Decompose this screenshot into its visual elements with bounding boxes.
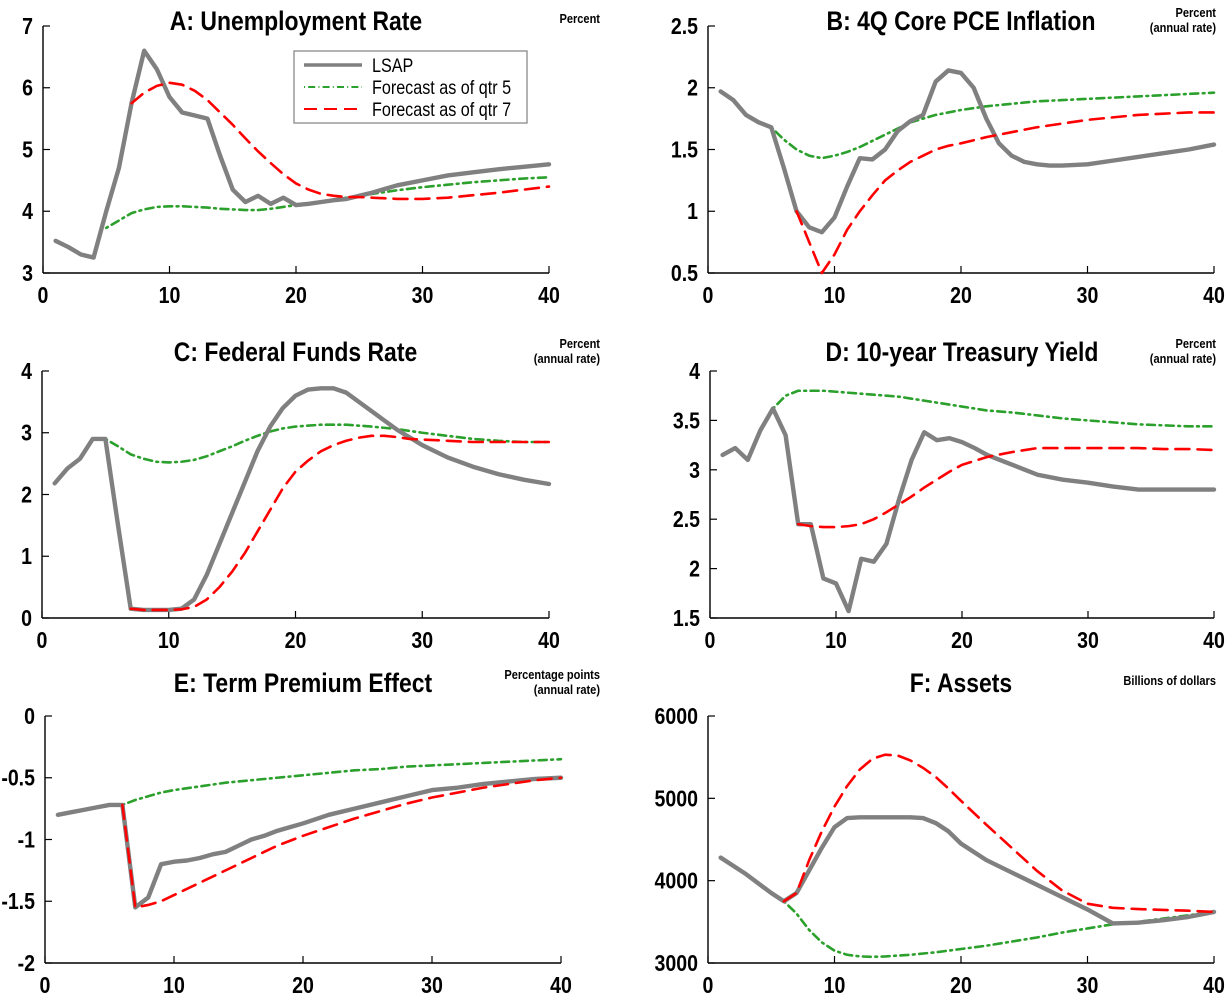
svg-text:-1.5: -1.5 [1, 889, 35, 915]
svg-text:4: 4 [21, 359, 32, 385]
svg-text:Forecast as of qtr 7: Forecast as of qtr 7 [372, 99, 511, 121]
svg-text:2: 2 [21, 482, 32, 508]
svg-text:5000: 5000 [655, 786, 698, 812]
svg-text:-2: -2 [18, 951, 35, 977]
svg-text:20: 20 [950, 973, 972, 993]
svg-text:D: 10-year Treasury Yield: D: 10-year Treasury Yield [826, 337, 1099, 367]
svg-text:20: 20 [285, 628, 307, 654]
svg-text:0: 0 [37, 628, 48, 654]
svg-text:0: 0 [703, 973, 714, 993]
svg-text:30: 30 [1077, 283, 1099, 309]
svg-text:Billions of dollars: Billions of dollars [1123, 673, 1216, 688]
svg-text:5: 5 [22, 137, 33, 163]
svg-text:10: 10 [824, 283, 846, 309]
svg-text:2.5: 2.5 [673, 507, 700, 533]
svg-text:40: 40 [538, 628, 560, 654]
svg-text:(annual rate): (annual rate) [534, 351, 600, 366]
svg-text:3.5: 3.5 [673, 408, 700, 434]
svg-text:Percentage points: Percentage points [504, 667, 600, 682]
svg-text:(annual rate): (annual rate) [1150, 20, 1216, 35]
svg-text:10: 10 [158, 628, 180, 654]
svg-text:3: 3 [21, 420, 32, 446]
svg-text:0: 0 [705, 628, 716, 654]
svg-text:40: 40 [550, 973, 572, 993]
svg-text:20: 20 [285, 283, 307, 309]
svg-text:4: 4 [22, 199, 33, 225]
svg-text:40: 40 [538, 283, 560, 309]
svg-text:0: 0 [21, 606, 32, 632]
svg-text:3: 3 [689, 457, 700, 483]
svg-text:10: 10 [824, 973, 846, 993]
svg-text:-1: -1 [18, 827, 35, 853]
svg-text:Percent: Percent [560, 336, 600, 351]
svg-text:(annual rate): (annual rate) [1150, 351, 1216, 366]
svg-text:1: 1 [21, 544, 32, 570]
svg-text:40: 40 [1203, 973, 1225, 993]
svg-text:-0.5: -0.5 [1, 765, 35, 791]
svg-text:10: 10 [159, 283, 181, 309]
svg-text:2.5: 2.5 [671, 14, 698, 40]
svg-text:0: 0 [38, 283, 49, 309]
svg-text:F: Assets: F: Assets [910, 668, 1012, 698]
svg-text:3000: 3000 [655, 951, 698, 977]
svg-text:6000: 6000 [655, 704, 698, 730]
svg-text:20: 20 [292, 973, 314, 993]
svg-text:30: 30 [412, 283, 434, 309]
svg-text:1.5: 1.5 [673, 606, 700, 632]
svg-text:20: 20 [951, 628, 973, 654]
svg-text:A: Unemployment Rate: A: Unemployment Rate [170, 6, 422, 36]
svg-text:40: 40 [1203, 628, 1225, 654]
svg-text:Percent: Percent [1176, 5, 1216, 20]
svg-text:3: 3 [22, 261, 33, 287]
svg-text:B: 4Q Core PCE Inflation: B: 4Q Core PCE Inflation [827, 6, 1096, 36]
svg-text:4: 4 [689, 359, 700, 385]
svg-text:0: 0 [703, 283, 714, 309]
svg-text:0: 0 [40, 973, 51, 993]
svg-text:0: 0 [24, 704, 35, 730]
svg-text:Percent: Percent [560, 11, 600, 26]
svg-text:4000: 4000 [655, 868, 698, 894]
svg-text:30: 30 [421, 973, 443, 993]
svg-text:2: 2 [687, 75, 698, 101]
svg-text:Percent: Percent [1176, 336, 1216, 351]
svg-text:1.5: 1.5 [671, 137, 698, 163]
svg-text:7: 7 [22, 14, 33, 40]
svg-text:30: 30 [411, 628, 433, 654]
svg-text:C: Federal Funds Rate: C: Federal Funds Rate [174, 337, 418, 367]
svg-text:10: 10 [825, 628, 847, 654]
svg-text:1: 1 [687, 199, 698, 225]
svg-text:0.5: 0.5 [671, 261, 698, 287]
svg-text:20: 20 [950, 283, 972, 309]
svg-text:(annual rate): (annual rate) [534, 682, 600, 697]
svg-text:2: 2 [689, 556, 700, 582]
svg-text:40: 40 [1203, 283, 1225, 309]
svg-text:E: Term Premium Effect: E: Term Premium Effect [174, 668, 433, 698]
svg-text:30: 30 [1077, 628, 1099, 654]
svg-text:6: 6 [22, 75, 33, 101]
svg-text:10: 10 [163, 973, 185, 993]
svg-text:Forecast as of qtr 5: Forecast as of qtr 5 [372, 77, 511, 99]
svg-text:30: 30 [1077, 973, 1099, 993]
svg-text:LSAP: LSAP [372, 55, 413, 77]
